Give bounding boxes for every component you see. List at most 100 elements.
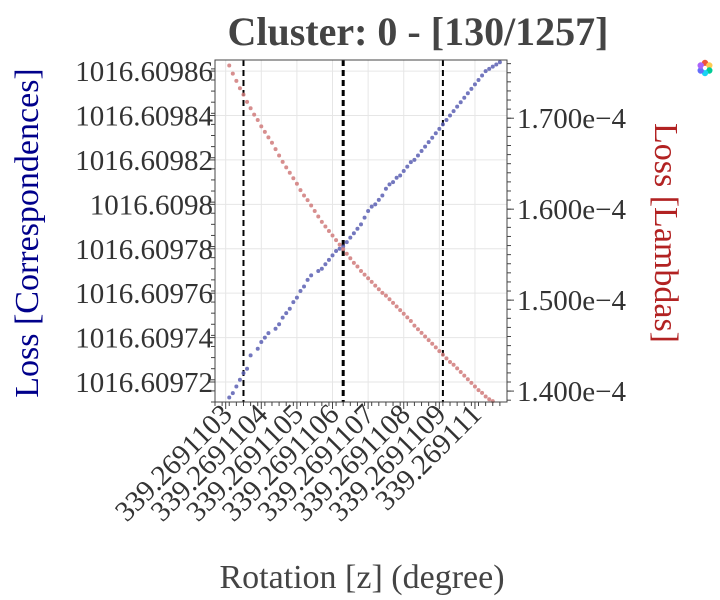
data-point <box>248 106 253 111</box>
data-point <box>448 113 453 118</box>
data-point <box>369 279 374 284</box>
data-point <box>430 135 435 140</box>
data-point <box>273 147 278 152</box>
data-point <box>305 198 310 203</box>
series-correspondences <box>227 60 502 400</box>
data-point <box>255 118 260 123</box>
data-point <box>269 140 274 145</box>
data-point <box>291 300 296 305</box>
data-point <box>444 117 449 122</box>
vertical-reference-lines <box>242 60 444 402</box>
data-point <box>405 164 410 169</box>
data-point <box>262 129 267 134</box>
data-point <box>230 71 235 76</box>
data-point <box>241 371 246 376</box>
data-point <box>433 131 438 136</box>
data-point <box>401 311 406 316</box>
data-point <box>405 315 410 320</box>
chart-title: Cluster: 0 - [130/1257] <box>227 9 608 54</box>
data-point <box>483 69 488 74</box>
data-point <box>451 109 456 114</box>
data-point <box>469 86 474 91</box>
data-point <box>348 256 353 261</box>
data-point <box>401 169 406 174</box>
data-point <box>298 188 303 193</box>
left-tick-label: 1016.60974 <box>75 323 213 355</box>
data-point <box>284 165 289 170</box>
data-point <box>472 82 477 87</box>
data-point <box>497 60 502 65</box>
data-point <box>298 288 303 293</box>
left-y-axis-title: Loss [Correspondences] <box>9 68 46 398</box>
data-point <box>326 257 331 262</box>
data-point <box>277 322 282 327</box>
data-point <box>487 66 492 71</box>
data-point <box>458 369 463 374</box>
data-series <box>227 60 502 404</box>
data-point <box>326 229 331 233</box>
data-point <box>387 182 392 187</box>
data-point <box>266 135 271 140</box>
data-point <box>334 238 339 243</box>
data-point <box>462 95 467 100</box>
data-point <box>437 349 442 354</box>
data-point <box>487 397 492 402</box>
data-point <box>330 233 335 238</box>
data-point <box>408 319 413 324</box>
data-point <box>227 63 232 68</box>
data-point <box>316 268 321 273</box>
right-tick-label: 1.700e−4 <box>517 103 626 135</box>
data-point <box>398 308 403 313</box>
data-point <box>480 390 485 395</box>
data-point <box>323 262 328 267</box>
data-point <box>252 112 257 117</box>
left-tick-label: 1016.60972 <box>75 367 213 399</box>
data-point <box>387 297 392 302</box>
data-point <box>259 124 264 129</box>
left-tick-label: 1016.60976 <box>75 278 213 310</box>
data-point <box>440 122 445 127</box>
data-point <box>262 335 267 340</box>
data-point <box>398 173 403 178</box>
data-point <box>312 208 317 213</box>
data-point <box>455 104 460 109</box>
data-point <box>341 247 346 252</box>
data-point <box>426 338 431 343</box>
right-tick-label: 1.500e−4 <box>517 285 626 317</box>
left-tick-label: 1016.60982 <box>75 145 213 177</box>
data-point <box>302 284 307 289</box>
data-point <box>294 181 299 186</box>
data-point <box>280 315 285 320</box>
left-tick-label: 1016.60984 <box>75 101 213 133</box>
plotly-logo-icon[interactable] <box>696 59 714 77</box>
data-point <box>359 222 363 227</box>
data-point <box>280 159 285 164</box>
data-point <box>451 362 456 367</box>
data-point <box>444 356 449 361</box>
left-tick-label: 1016.6098 <box>90 189 213 221</box>
data-point <box>412 323 417 328</box>
left-tick-label: 1016.60978 <box>75 234 213 266</box>
data-point <box>305 277 310 282</box>
data-point <box>472 384 477 389</box>
data-point <box>476 77 481 82</box>
data-point <box>277 153 282 158</box>
data-point <box>423 334 428 339</box>
data-point <box>426 140 431 145</box>
grid <box>215 60 507 402</box>
data-point <box>423 144 428 149</box>
data-point <box>458 100 463 105</box>
data-point <box>237 377 242 382</box>
data-point <box>494 62 499 67</box>
data-point <box>259 340 264 345</box>
data-point <box>419 149 424 154</box>
data-point <box>455 366 460 371</box>
data-point <box>415 153 420 158</box>
right-y-axis: 1.400e−4 1.500e−4 1.600e−4 1.700e−4 <box>507 63 626 408</box>
data-point <box>415 327 420 332</box>
left-tick-label: 1016.60986 <box>75 56 213 88</box>
plot-frame <box>214 59 508 403</box>
data-point <box>480 73 485 78</box>
data-point <box>369 204 374 209</box>
data-point <box>284 311 289 316</box>
